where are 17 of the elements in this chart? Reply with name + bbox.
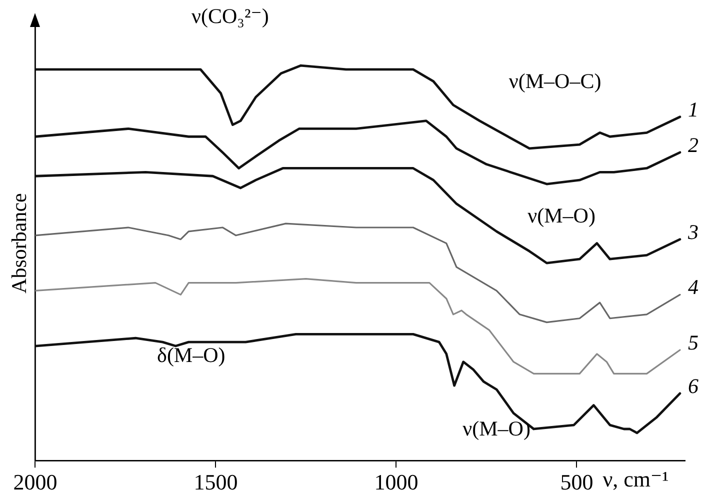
x-tick-label: 2000 [13, 470, 58, 495]
series-label: 6 [688, 374, 699, 398]
series-label: 5 [688, 330, 698, 354]
series-label: 3 [686, 220, 698, 244]
annotation: δ(M–O) [157, 342, 226, 367]
annotation: ν(M–O) [528, 204, 596, 228]
x-tick-label: 500 [560, 470, 594, 495]
annotation: ν(M–O) [462, 416, 530, 441]
text: ν(CO₃²⁻) [191, 4, 269, 28]
series-label: 1 [688, 97, 698, 122]
series-label: 2 [688, 132, 699, 157]
x-tick-label: 1000 [374, 470, 418, 495]
y-axis-title: Absorbance [7, 193, 32, 294]
series-label: 4 [688, 275, 699, 300]
x-tick-label: 1500 [194, 470, 238, 495]
annotation: ν(M–O–C) [508, 69, 602, 94]
x-axis-title: ν, cm⁻¹ [602, 466, 669, 492]
